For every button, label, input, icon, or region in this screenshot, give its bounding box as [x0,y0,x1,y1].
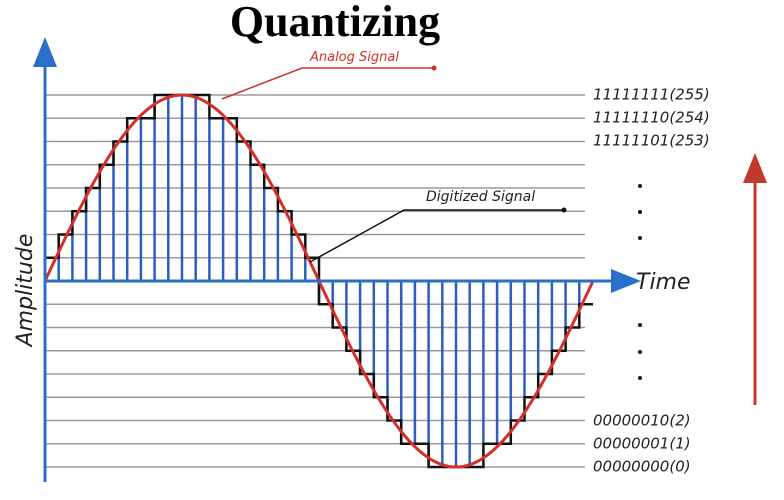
level-code: 00000010(2) [593,412,691,430]
level-code: 11111111(255) [593,86,710,104]
analog-label: Analog Signal [309,50,399,65]
level-code: 00000000(0) [593,458,691,476]
level-code: 11111101(253) [593,132,710,150]
ellipsis-dots [638,184,642,380]
analog-leader [221,67,434,100]
level-code: 00000001(1) [593,435,691,453]
digitized-leader [309,209,564,263]
y-axis-label: Amplitude [13,234,38,349]
title: Quantizing [230,0,440,46]
leader-dot [431,65,437,71]
digitized-label: Digitized Signal [426,189,535,205]
level-lines [45,94,585,468]
level-code: 11111110(254) [593,109,710,127]
leader-dot [561,207,567,213]
x-axis-label: Time [636,270,691,295]
